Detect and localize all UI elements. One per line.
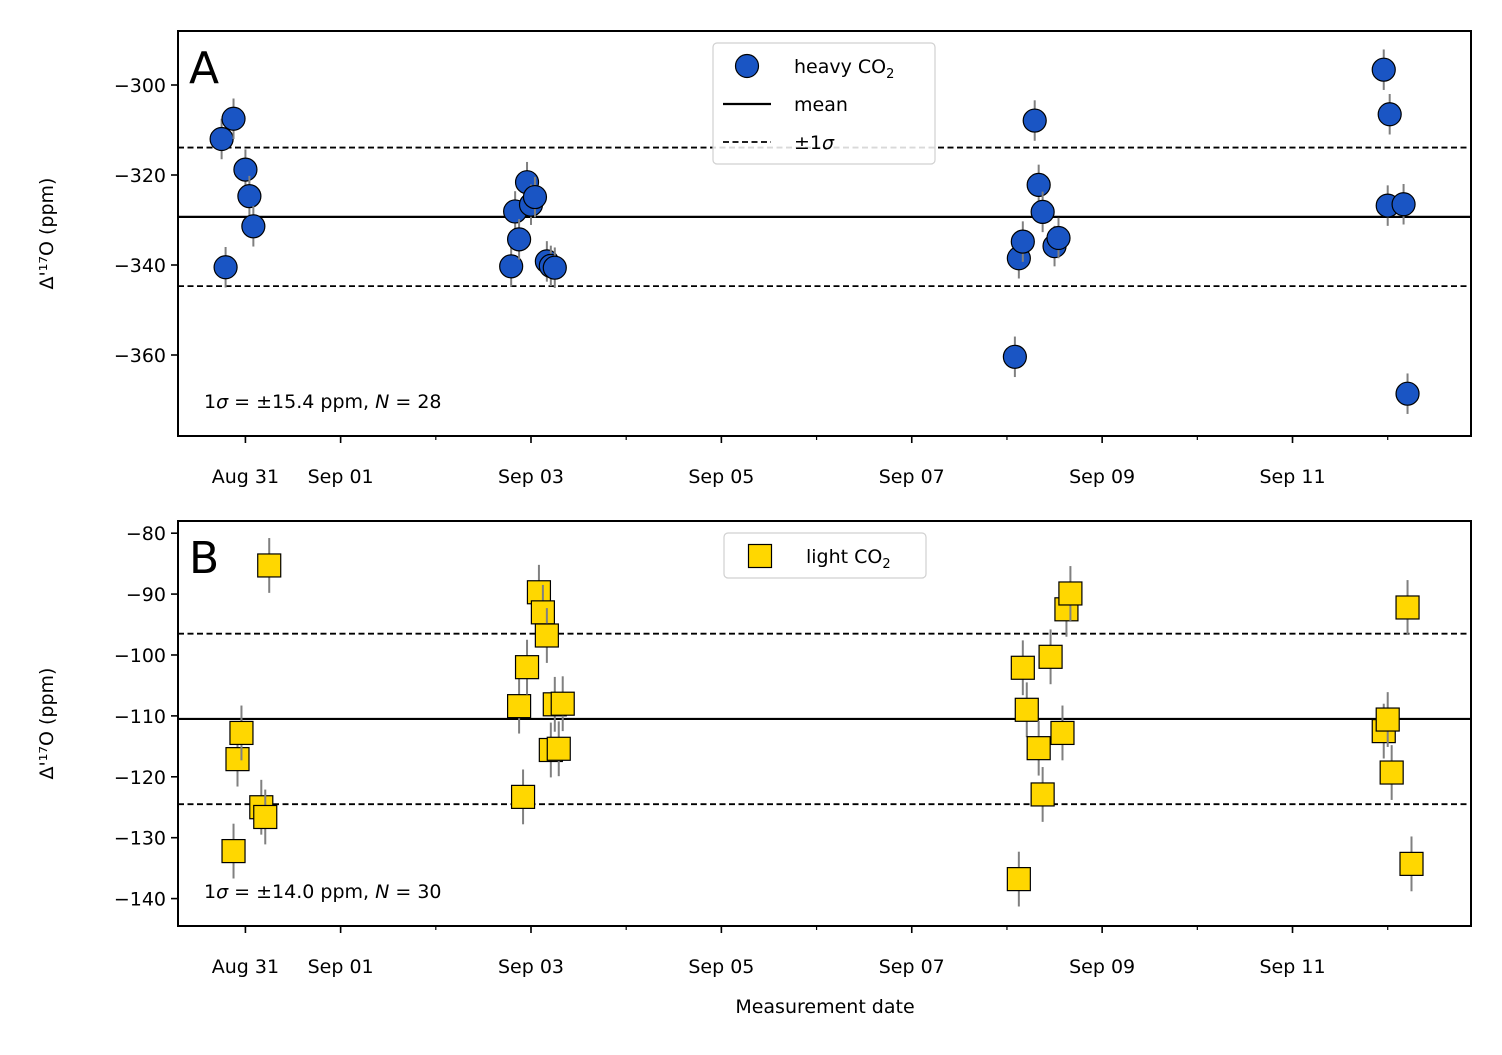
data-point: [1030, 782, 1055, 807]
y-tick-label: −110: [114, 706, 166, 728]
data-point: [1006, 867, 1031, 892]
legend-label: heavy CO2: [794, 56, 894, 82]
y-tick-label: −120: [114, 767, 166, 789]
y-tick-label: −100: [114, 645, 166, 667]
panel-a: −300 −320 −340 −360 Aug 31 Sep 01 Sep 03 Sep 05…: [36, 30, 1472, 488]
data-points: [221, 538, 1424, 907]
x-tick-label: Sep 11: [1260, 956, 1326, 978]
x-tick-label: Sep 01: [308, 956, 374, 978]
data-point: [1371, 57, 1396, 82]
legend: light CO2: [723, 532, 927, 579]
data-point: [499, 254, 524, 279]
data-point: [506, 694, 532, 719]
x-tick-label: Sep 03: [498, 466, 564, 488]
data-point: [1026, 172, 1051, 197]
data-point: [233, 157, 258, 182]
panel-label: A: [189, 43, 219, 94]
data-point: [221, 838, 246, 864]
data-point: [225, 747, 250, 772]
plot-frame: [177, 520, 1472, 927]
data-point: [514, 655, 540, 680]
data-points: [209, 49, 1420, 414]
data-point: [257, 553, 282, 578]
data-point: [1030, 199, 1055, 224]
data-point: [1002, 344, 1027, 369]
data-point: [534, 623, 559, 648]
stats-annotation: 1σ = ±14.0 ppm, N = 30: [204, 881, 442, 903]
data-point: [1022, 108, 1047, 133]
data-point: [1391, 192, 1416, 217]
y-axis-label: Δ'¹⁷O (ppm): [36, 668, 58, 780]
data-point: [1038, 644, 1063, 669]
data-point: [1399, 851, 1424, 876]
data-point: [209, 126, 234, 152]
panel-label: B: [189, 533, 219, 584]
data-point: [522, 184, 548, 210]
data-point: [1379, 760, 1404, 785]
data-point: [1395, 381, 1420, 406]
data-point: [229, 720, 254, 746]
data-point: [1010, 229, 1035, 254]
data-point: [1014, 697, 1039, 722]
data-point: [1377, 102, 1402, 127]
data-point: [213, 255, 238, 280]
data-point: [241, 214, 266, 239]
data-point: [550, 691, 575, 716]
legend-marker: [747, 543, 773, 569]
data-point: [542, 255, 567, 280]
x-axis-label: Measurement date: [735, 996, 914, 1018]
y-tick-label: −300: [114, 75, 166, 97]
x-tick-label: Sep 05: [688, 956, 754, 978]
y-tick-label: −320: [114, 165, 166, 187]
y-tick-label: −360: [114, 345, 166, 367]
y-tick-label: −340: [114, 255, 166, 277]
data-point: [1010, 655, 1035, 680]
data-point: [221, 106, 246, 131]
data-point: [506, 227, 532, 252]
panels: −300 −320 −340 −360 Aug 31 Sep 01 Sep 03 Sep 05…: [36, 30, 1472, 978]
x-tick-label: Sep 07: [879, 466, 945, 488]
x-tick-label: Sep 05: [688, 466, 754, 488]
x-tick-label: Aug 31: [212, 956, 279, 978]
x-tick-label: Aug 31: [212, 466, 279, 488]
x-tick-label: Sep 09: [1069, 466, 1135, 488]
panel-b: −80 −90 −100 −110 −120 −130 −140 Aug 31 Sep 01 Se…: [36, 520, 1472, 978]
y-tick-label: −140: [114, 889, 166, 911]
x-tick-label: Sep 07: [879, 956, 945, 978]
data-point: [1375, 707, 1400, 732]
data-point: [510, 784, 536, 809]
legend: heavy CO2 mean ±1σ: [712, 42, 936, 165]
legend-label: mean: [794, 94, 848, 116]
data-point: [530, 600, 555, 625]
legend-marker: [734, 53, 760, 79]
y-axis-label: Δ'¹⁷O (ppm): [36, 178, 58, 290]
data-point: [1026, 736, 1051, 761]
y-tick-label: −130: [114, 828, 166, 850]
x-tick-label: Sep 09: [1069, 956, 1135, 978]
legend-label: ±1σ: [794, 132, 835, 154]
y-tick-label: −90: [126, 584, 166, 606]
data-point: [237, 184, 262, 209]
x-tick-label: Sep 01: [308, 466, 374, 488]
legend-label: light CO2: [806, 546, 891, 572]
data-point: [546, 736, 571, 761]
data-point: [1050, 720, 1075, 746]
legend-box: [723, 532, 927, 579]
data-point: [1046, 225, 1071, 251]
stats-annotation: 1σ = ±15.4 ppm, N = 28: [204, 391, 442, 413]
plot-frame: [177, 30, 1472, 437]
legend-box: [712, 42, 936, 165]
x-tick-label: Sep 11: [1260, 466, 1326, 488]
data-point: [253, 804, 278, 830]
x-tick-label: Sep 03: [498, 956, 564, 978]
y-tick-label: −80: [126, 523, 166, 545]
data-point: [1058, 581, 1083, 606]
data-point: [1395, 595, 1420, 620]
